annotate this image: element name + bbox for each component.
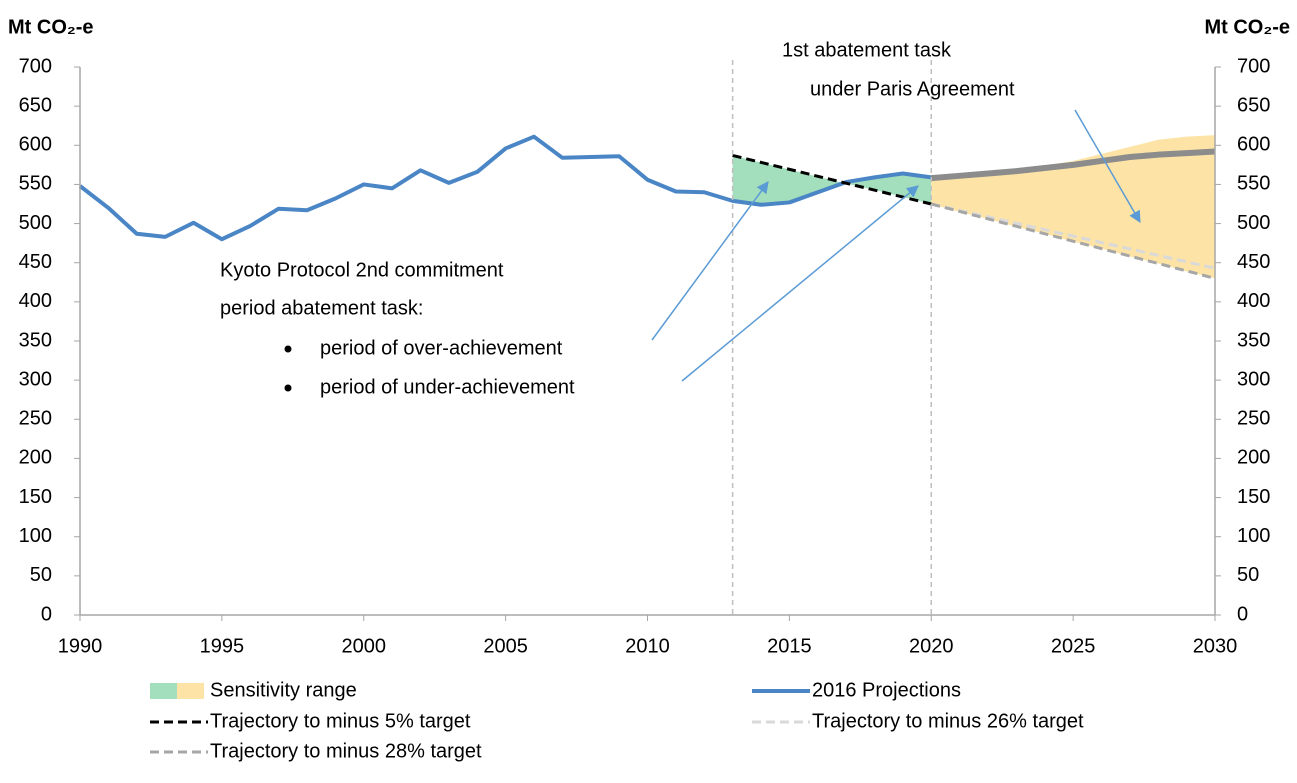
annotation: Kyoto Protocol 2nd commitment	[220, 259, 504, 281]
annotation: under Paris Agreement	[810, 78, 1015, 100]
axes	[74, 60, 1221, 621]
y2-tick-label: 300	[1237, 368, 1270, 390]
y2-tick-label: 400	[1237, 290, 1270, 312]
legend-label: Trajectory to minus 26% target	[812, 710, 1084, 732]
series-line	[732, 154, 932, 206]
y2-tick-label: 250	[1237, 408, 1270, 430]
y-tick-label: 450	[19, 251, 52, 273]
y2-tick-label: 0	[1237, 603, 1248, 625]
y2-tick-label: 650	[1237, 94, 1270, 116]
y-tick-label: 500	[19, 212, 52, 234]
y-tick-label: 350	[19, 329, 52, 351]
x-tick-label: 2020	[909, 635, 954, 657]
legend-label: Trajectory to minus 5% target	[210, 710, 471, 732]
y-tick-label: 250	[19, 408, 52, 430]
x-tick-label: 2030	[1193, 635, 1238, 657]
legend-swatch	[150, 683, 177, 699]
legend-label: Trajectory to minus 28% target	[210, 740, 482, 762]
x-tick-label: 1990	[58, 635, 103, 657]
y2-tick-label: 500	[1237, 212, 1270, 234]
y2-tick-label: 700	[1237, 55, 1270, 77]
annotation: period of under-achievement	[320, 376, 575, 398]
legend-label: 2016 Projections	[812, 679, 961, 701]
annotation: period of over-achievement	[320, 337, 563, 359]
y2-tick-label: 600	[1237, 134, 1270, 156]
series-line	[930, 202, 1216, 280]
y2-tick-label: 350	[1237, 329, 1270, 351]
annotation: 1st abatement task	[782, 39, 952, 61]
annotation-arrow	[651, 181, 769, 341]
y-tick-label: 650	[19, 94, 52, 116]
y2-axis-title: Mt CO₂-e	[1204, 16, 1290, 38]
annotation-arrow	[681, 185, 919, 382]
series-line	[931, 148, 1216, 182]
series-line	[78, 134, 932, 242]
y2-tick-label: 150	[1237, 486, 1270, 508]
sensitivity-area	[931, 135, 1215, 279]
x-tick-label: 2010	[625, 635, 670, 657]
lines	[78, 134, 1216, 280]
y-tick-label: 50	[30, 564, 52, 586]
y-tick-label: 100	[19, 525, 52, 547]
y2-tick-label: 200	[1237, 447, 1270, 469]
x-tick-label: 2000	[342, 635, 387, 657]
x-tick-label: 1995	[200, 635, 245, 657]
y2-tick-label: 50	[1237, 564, 1259, 586]
y-tick-label: 600	[19, 134, 52, 156]
y2-tick-label: 550	[1237, 173, 1270, 195]
y-tick-label: 700	[19, 55, 52, 77]
series-line	[930, 202, 1216, 270]
y2-tick-label: 100	[1237, 525, 1270, 547]
x-tick-label: 2005	[483, 635, 528, 657]
bullet	[284, 384, 292, 392]
x-tick-label: 2025	[1051, 635, 1096, 657]
y2-tick-label: 450	[1237, 251, 1270, 273]
y-tick-label: 200	[19, 447, 52, 469]
bullet	[284, 345, 292, 353]
legend-label: Sensitivity range	[210, 679, 357, 701]
y-tick-label: 550	[19, 173, 52, 195]
y-tick-label: 150	[19, 486, 52, 508]
y-tick-label: 400	[19, 290, 52, 312]
annotation-arrow	[1074, 109, 1141, 224]
y-axis-title: Mt CO₂-e	[8, 16, 94, 38]
y-tick-label: 0	[41, 603, 52, 625]
legend-swatch	[177, 683, 204, 699]
y-tick-label: 300	[19, 368, 52, 390]
annotation: period abatement task:	[220, 297, 423, 319]
x-tick-label: 2015	[767, 635, 812, 657]
texts: Mt CO₂-e Mt CO₂-e 0 50 100 150 200 250 300 350 4…	[8, 16, 1290, 762]
